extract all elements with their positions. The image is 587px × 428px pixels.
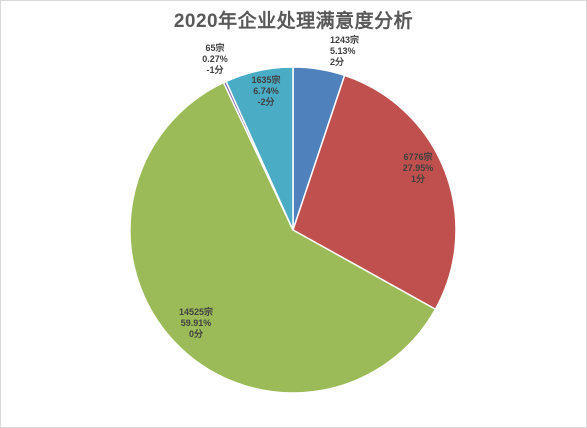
slice-count: 1243宗	[330, 34, 359, 45]
slice-percent: 27.95%	[403, 163, 434, 173]
pie-slices	[129, 66, 457, 394]
slice-score: -1分	[206, 64, 223, 75]
slice-percent: 0.27%	[202, 54, 228, 64]
slice-score: -2分	[257, 96, 274, 107]
slice-percent: 6.74%	[253, 86, 279, 96]
slice-label-2: 14525宗 59.91% 0分	[179, 306, 213, 339]
slice-count: 6776宗	[403, 151, 432, 162]
slice-score: 0分	[189, 328, 203, 339]
pie-slice-1	[292, 74, 457, 311]
slice-score: 1分	[411, 173, 425, 184]
slice-percent: 5.13%	[330, 46, 356, 56]
pie-slice-4	[225, 66, 294, 231]
slice-count: 14525宗	[179, 306, 213, 317]
slice-label-1: 6776宗 27.95% 1分	[403, 151, 434, 184]
slice-label-0: 1243宗 5.13% 2分	[330, 34, 359, 67]
pie-slice-2	[129, 81, 437, 394]
slice-percent: 59.91%	[181, 318, 212, 328]
slice-count: 65宗	[205, 42, 224, 53]
chart-title: 2020年企业处理满意度分析	[173, 11, 414, 32]
slice-label-3: 65宗 0.27% -1分	[202, 42, 228, 75]
slice-count: 1635宗	[251, 74, 280, 85]
pie-labels: 1243宗 5.13% 2分 6776宗 27.95% 1分 14525宗 59.91% 0分 6…	[179, 34, 433, 339]
slice-label-4: 1635宗 6.74% -2分	[251, 74, 280, 107]
slice-score: 2分	[330, 56, 344, 67]
